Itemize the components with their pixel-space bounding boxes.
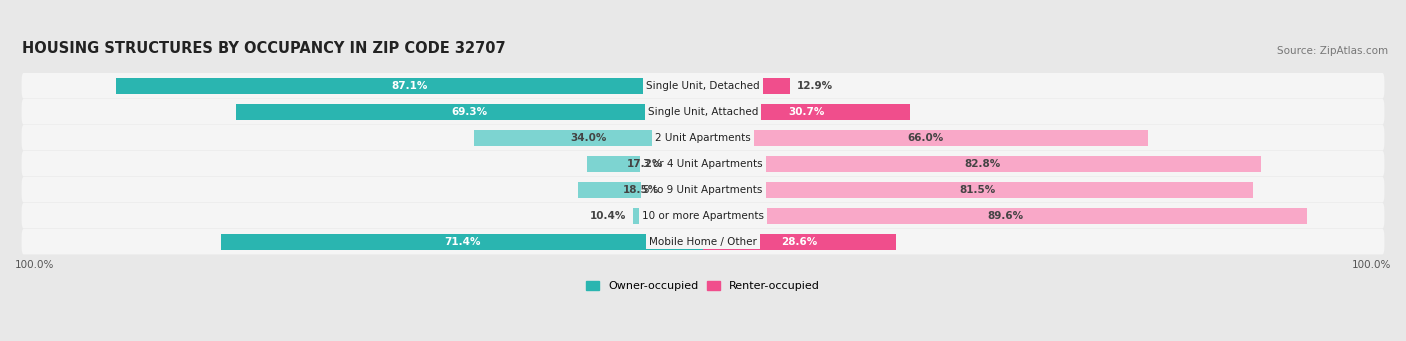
- Text: 10.4%: 10.4%: [589, 211, 626, 221]
- Legend: Owner-occupied, Renter-occupied: Owner-occupied, Renter-occupied: [586, 281, 820, 291]
- Text: 10 or more Apartments: 10 or more Apartments: [643, 211, 763, 221]
- Text: 89.6%: 89.6%: [987, 211, 1024, 221]
- Text: 30.7%: 30.7%: [789, 107, 825, 117]
- Text: 82.8%: 82.8%: [965, 159, 1001, 169]
- FancyBboxPatch shape: [21, 73, 1385, 99]
- Text: Mobile Home / Other: Mobile Home / Other: [650, 237, 756, 247]
- Text: 17.2%: 17.2%: [627, 159, 664, 169]
- Text: 5 to 9 Unit Apartments: 5 to 9 Unit Apartments: [644, 185, 762, 195]
- FancyBboxPatch shape: [21, 177, 1385, 203]
- FancyBboxPatch shape: [21, 229, 1385, 254]
- Text: 81.5%: 81.5%: [960, 185, 995, 195]
- FancyBboxPatch shape: [21, 99, 1385, 124]
- Text: 34.0%: 34.0%: [571, 133, 606, 143]
- Bar: [474, 130, 703, 146]
- Text: 100.0%: 100.0%: [15, 261, 55, 270]
- Text: 2 Unit Apartments: 2 Unit Apartments: [655, 133, 751, 143]
- FancyBboxPatch shape: [21, 151, 1385, 176]
- Text: 69.3%: 69.3%: [451, 107, 488, 117]
- Bar: [703, 104, 910, 120]
- Bar: [703, 155, 1261, 172]
- Text: 3 or 4 Unit Apartments: 3 or 4 Unit Apartments: [643, 159, 763, 169]
- Text: 100.0%: 100.0%: [1351, 261, 1391, 270]
- Bar: [703, 208, 1308, 224]
- Text: Single Unit, Detached: Single Unit, Detached: [647, 81, 759, 91]
- Bar: [578, 182, 703, 198]
- Text: 18.5%: 18.5%: [623, 185, 659, 195]
- Text: Single Unit, Attached: Single Unit, Attached: [648, 107, 758, 117]
- Bar: [115, 78, 703, 94]
- FancyBboxPatch shape: [21, 125, 1385, 150]
- Text: 87.1%: 87.1%: [391, 81, 427, 91]
- Text: HOUSING STRUCTURES BY OCCUPANCY IN ZIP CODE 32707: HOUSING STRUCTURES BY OCCUPANCY IN ZIP C…: [22, 41, 506, 56]
- Bar: [703, 234, 896, 250]
- Bar: [236, 104, 703, 120]
- Text: 66.0%: 66.0%: [907, 133, 943, 143]
- Text: 71.4%: 71.4%: [444, 237, 481, 247]
- FancyBboxPatch shape: [21, 203, 1385, 228]
- Bar: [586, 155, 703, 172]
- Text: 12.9%: 12.9%: [797, 81, 832, 91]
- Bar: [221, 234, 703, 250]
- Text: Source: ZipAtlas.com: Source: ZipAtlas.com: [1277, 46, 1388, 56]
- Bar: [633, 208, 703, 224]
- Text: 28.6%: 28.6%: [782, 237, 817, 247]
- Bar: [703, 78, 790, 94]
- Bar: [703, 130, 1149, 146]
- Bar: [703, 182, 1253, 198]
